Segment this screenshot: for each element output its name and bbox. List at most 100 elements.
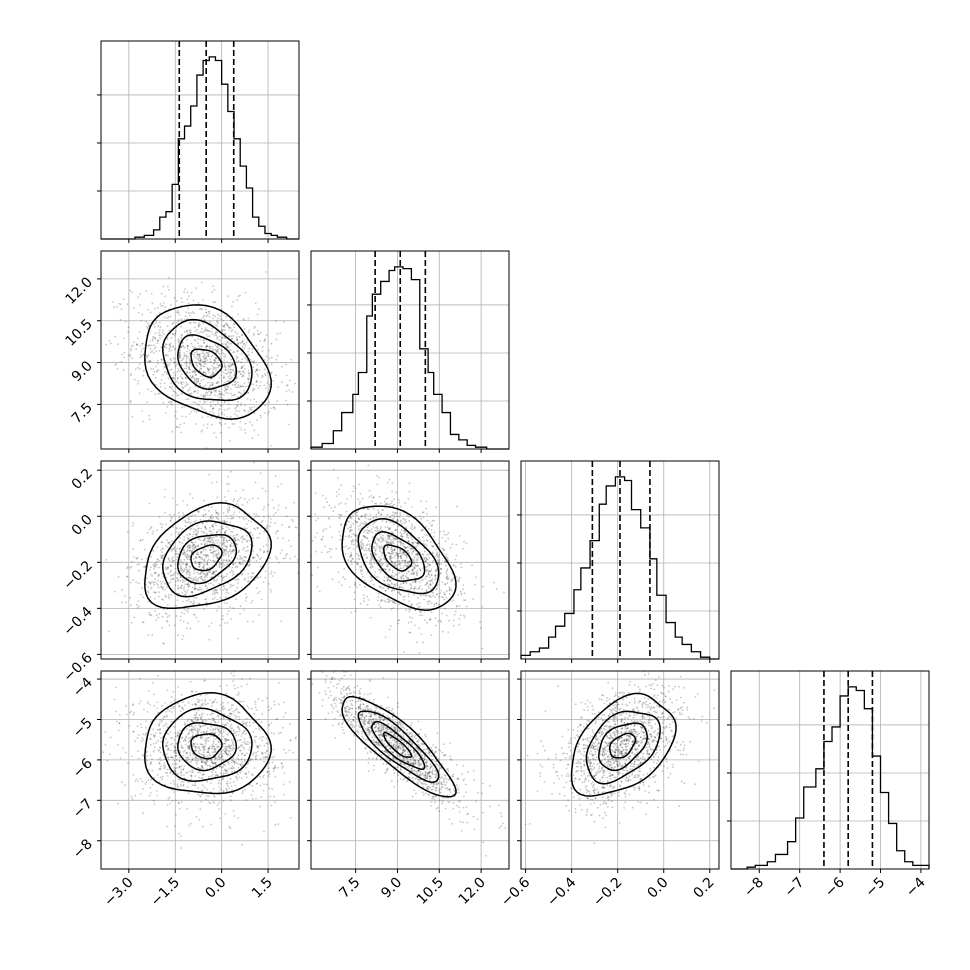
sample-point: [145, 583, 148, 586]
sample-point: [217, 313, 219, 316]
sample-point: [121, 588, 123, 591]
sample-point: [159, 303, 162, 305]
sample-point: [115, 363, 118, 365]
sample-point: [147, 591, 150, 594]
sample-point: [184, 315, 187, 318]
sample-point: [230, 569, 233, 572]
sample-point: [257, 555, 260, 558]
sample-point: [339, 534, 342, 537]
sample-point: [170, 304, 172, 306]
sample-point: [177, 533, 180, 535]
sample-point: [200, 318, 203, 321]
sample-point: [182, 581, 184, 583]
sample-point: [239, 426, 241, 429]
sample-point: [176, 371, 179, 374]
sample-point: [204, 360, 207, 363]
sample-point: [276, 354, 279, 357]
sample-point: [198, 362, 200, 365]
sample-point: [179, 567, 182, 570]
sample-point: [165, 371, 168, 374]
sample-point: [228, 559, 230, 561]
sample-point: [130, 349, 132, 352]
sample-point: [169, 519, 172, 522]
sample-point: [259, 576, 262, 578]
sample-point: [267, 515, 270, 518]
sample-point: [227, 371, 230, 373]
sample-point: [236, 404, 239, 407]
sample-point: [245, 341, 248, 344]
sample-point: [244, 385, 247, 388]
sample-point: [321, 535, 324, 538]
sample-point: [399, 549, 402, 551]
sample-point: [241, 339, 244, 342]
sample-point: [242, 763, 244, 766]
sample-point: [329, 556, 332, 558]
sample-point: [188, 545, 191, 548]
sample-point: [430, 568, 433, 571]
sample-point: [340, 514, 343, 517]
sample-point: [243, 577, 246, 580]
sample-point: [357, 557, 359, 560]
sample-point: [174, 374, 177, 377]
sample-point: [181, 342, 184, 344]
sample-point: [208, 390, 210, 393]
sample-point: [373, 574, 376, 576]
sample-point: [234, 407, 237, 410]
sample-point: [389, 537, 391, 540]
sample-point: [202, 572, 205, 575]
sample-point: [161, 554, 164, 557]
sample-point: [405, 557, 408, 559]
sample-point: [394, 554, 396, 556]
sample-point: [236, 338, 239, 341]
sample-point: [207, 355, 210, 358]
sample-point: [224, 496, 226, 498]
sample-point: [255, 559, 258, 562]
sample-point: [154, 346, 157, 348]
sample-point: [177, 338, 180, 341]
sample-point: [171, 394, 174, 397]
sample-point: [262, 545, 265, 548]
sample-point: [205, 328, 208, 331]
sample-point: [408, 482, 411, 485]
sample-point: [212, 590, 215, 593]
sample-point: [183, 352, 186, 354]
sample-point: [275, 338, 278, 341]
sample-point: [159, 326, 162, 328]
sample-point: [373, 562, 376, 565]
sample-point: [264, 374, 267, 377]
sample-point: [226, 621, 229, 624]
sample-point: [332, 468, 335, 471]
sample-point: [247, 576, 250, 579]
sample-point: [225, 575, 228, 578]
sample-point: [408, 490, 411, 493]
sample-point: [171, 377, 174, 379]
sample-point: [185, 563, 187, 566]
sample-point: [270, 372, 273, 375]
sample-point: [382, 534, 384, 537]
sample-point: [227, 517, 229, 520]
sample-point: [157, 574, 160, 576]
sample-point: [238, 335, 241, 338]
sample-point: [203, 355, 205, 357]
sample-point: [211, 593, 214, 595]
sample-point: [388, 552, 391, 555]
sample-point: [141, 348, 144, 351]
sample-point: [403, 522, 405, 524]
sample-point: [182, 345, 184, 348]
sample-point: [185, 365, 188, 367]
sample-point: [213, 589, 216, 592]
sample-point: [159, 321, 161, 324]
sample-point: [285, 384, 288, 387]
sample-point: [228, 509, 231, 512]
sample-point: [167, 572, 170, 575]
sample-point: [260, 557, 263, 559]
sample-point: [174, 563, 177, 565]
sample-point: [148, 360, 151, 363]
sample-point: [447, 537, 450, 540]
sample-point: [327, 516, 330, 519]
sample-point: [181, 377, 184, 380]
sample-point: [224, 596, 227, 599]
sample-point: [176, 558, 179, 561]
sample-point: [222, 324, 224, 327]
sample-point: [238, 410, 240, 413]
